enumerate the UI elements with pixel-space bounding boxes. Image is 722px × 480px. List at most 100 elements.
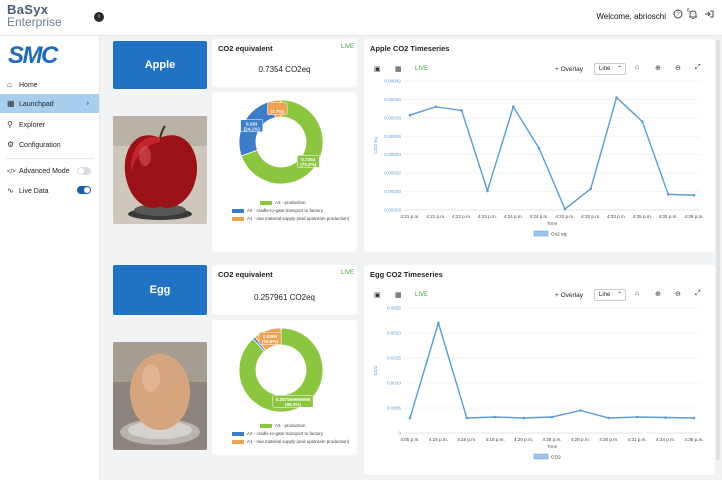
zoom-in-icon[interactable]: ⊕: [655, 291, 661, 298]
chart-type-select[interactable]: Line ⌃: [594, 289, 626, 301]
legend-label: A2 - cradle-to-gate transport to factory: [247, 208, 324, 213]
chart-type-value: Line: [599, 66, 611, 72]
x-tick-label: 4:32 p.m.: [555, 214, 574, 219]
co2-value: 0.7354 CO2eq: [258, 65, 311, 74]
overlay-button[interactable]: + Overlay: [555, 66, 583, 73]
data-point: [579, 409, 582, 412]
x-tick-label: 4:28 p.m.: [571, 437, 590, 442]
donut-label-value: 0.0309: [263, 334, 277, 339]
data-point: [641, 120, 644, 123]
page-scrollbar[interactable]: [716, 40, 720, 460]
donut-label-value: 0.257599999999: [276, 397, 311, 402]
x-tick-label: 4:16 p.m.: [457, 437, 476, 442]
series-line: [409, 320, 695, 419]
co2-card-apple: [212, 39, 357, 87]
collapse-sidebar-button[interactable]: ‹: [94, 12, 104, 22]
x-tick-label: 4:33 p.m.: [607, 214, 626, 219]
legend-item[interactable]: A3 - production: [260, 423, 362, 428]
sidebar-item-advanced-mode[interactable]: </> Advanced Mode: [0, 162, 99, 181]
data-point: [550, 415, 554, 419]
donut-chart: 0.257599999999(88.3%) 0.0309(10.6%): [238, 327, 324, 413]
x-tick-label: 4:35 p.m.: [684, 437, 703, 442]
product-button-egg[interactable]: Egg: [113, 265, 207, 315]
donut-label-pct: (24.1%): [244, 126, 261, 131]
code-icon: </>: [7, 169, 16, 175]
y-tick-label: 0: [398, 431, 401, 436]
home-icon[interactable]: ⌂: [635, 64, 640, 71]
timeseries-title: Egg CO2 Timeseries: [370, 270, 443, 279]
sidebar-item-configuration[interactable]: ⚙ Configuration: [0, 135, 99, 154]
advanced-mode-toggle[interactable]: [77, 167, 91, 175]
y-tick-label: 0.00042: [384, 79, 401, 84]
x-tick-label: 4:34 p.m.: [656, 437, 675, 442]
sidebar-divider: [6, 158, 94, 159]
live-badge: LIVE: [341, 44, 355, 50]
y-tick-label: 0.00034: [384, 152, 401, 157]
sidebar-item-live-data[interactable]: ∿ Live Data: [0, 181, 99, 200]
timeseries-card-egg: 0.0025 0.0020 0.0015 0.0010 0.0005 0 4:05 p.m.…: [364, 265, 715, 475]
sidebar-item-launchpad[interactable]: ▦ Launchpad ›: [0, 94, 99, 113]
donut-label-pct: (72.2%): [300, 162, 317, 167]
sidebar: SMC ⌂ Home ▦ Launchpad › ⚲ Explorer ⚙ Config…: [0, 36, 100, 480]
y-tick-label: 0.00036: [384, 134, 401, 139]
help-icon[interactable]: ?: [671, 9, 685, 23]
data-point: [522, 416, 525, 420]
image-icon[interactable]: ▣: [374, 292, 381, 299]
overlay-button[interactable]: + Overlay: [555, 292, 583, 299]
table-icon[interactable]: ▦: [395, 292, 402, 299]
sidebar-item-label: Home: [19, 82, 38, 89]
zoom-out-icon[interactable]: ⊖: [675, 65, 681, 72]
x-tick-label: 4:35 p.m.: [633, 214, 652, 219]
legend-item[interactable]: A2 - cradle-to-gate transport to factory: [232, 208, 362, 213]
co2-title: CO2 equivalent: [218, 270, 273, 279]
legend-item[interactable]: A2 - cradle-to-gate transport to factory: [232, 431, 362, 436]
product-button-apple[interactable]: Apple: [113, 41, 207, 89]
smc-logo: SMC: [8, 42, 58, 69]
zoom-in-icon[interactable]: ⊕: [655, 65, 661, 72]
donut-label-pct: (88.3%): [285, 402, 302, 407]
home-icon[interactable]: ⌂: [635, 290, 640, 297]
donut-label-box: [258, 332, 282, 345]
chart-type-select[interactable]: Line ⌃: [594, 63, 626, 75]
legend-label: A1 - raw material supply (and upstream p…: [247, 216, 350, 221]
data-point: [666, 193, 670, 196]
fullscreen-icon[interactable]: ⤢: [695, 64, 701, 71]
x-tick-label: 4:20 p.m.: [514, 437, 533, 442]
legend-item[interactable]: A3 - production: [260, 200, 362, 205]
x-tick-label: 4:23 p.m.: [478, 214, 497, 219]
live-badge: LIVE: [415, 292, 429, 298]
co2-card-egg: [212, 265, 357, 315]
bell-icon[interactable]: 6: [686, 8, 700, 23]
egg-image: [113, 342, 207, 450]
x-tick-label: 4:35 p.m.: [659, 214, 678, 219]
x-axis-label: Time: [547, 221, 558, 227]
logout-icon[interactable]: [702, 9, 716, 23]
data-point: [664, 416, 667, 419]
sidebar-item-label: Configuration: [19, 142, 61, 149]
legend-item[interactable]: A1 - raw material supply (and upstream p…: [232, 216, 362, 221]
legend-swatch: [533, 453, 549, 460]
sidebar-item-explorer[interactable]: ⚲ Explorer: [0, 115, 99, 134]
donut-label-box: [267, 102, 288, 115]
y-tick-label: 0.0015: [387, 356, 401, 361]
brand-logo[interactable]: BaSyx Enterprise: [7, 3, 62, 29]
live-data-toggle[interactable]: [77, 186, 91, 194]
legend-item[interactable]: A1 - raw material supply (and upstream p…: [232, 439, 362, 444]
co2-value: 0.257961 CO2eq: [254, 293, 315, 302]
image-icon[interactable]: ▣: [374, 66, 381, 73]
brand-subtitle: Enterprise: [7, 15, 62, 29]
data-point: [465, 416, 469, 420]
legend-label: Co2 eq: [551, 232, 567, 238]
y-axis-label: CO2 eq: [373, 137, 379, 154]
table-icon[interactable]: ▦: [395, 66, 402, 73]
y-axis-label: CO2: [373, 365, 379, 375]
x-tick-label: 4:30 p.m.: [599, 437, 618, 442]
zoom-out-icon[interactable]: ⊖: [675, 291, 681, 298]
legend-swatch: [232, 216, 244, 221]
y-tick-label: 0.00032: [384, 171, 401, 176]
sidebar-item-home[interactable]: ⌂ Home: [0, 75, 99, 94]
x-tick-label: 4:15 p.m.: [429, 437, 448, 442]
fullscreen-icon[interactable]: ⤢: [695, 290, 701, 297]
gear-icon: ⚙: [7, 140, 15, 149]
donut-chart: 0.7354(72.2%) 0.283(24.1%) (3.7%): [238, 99, 324, 185]
